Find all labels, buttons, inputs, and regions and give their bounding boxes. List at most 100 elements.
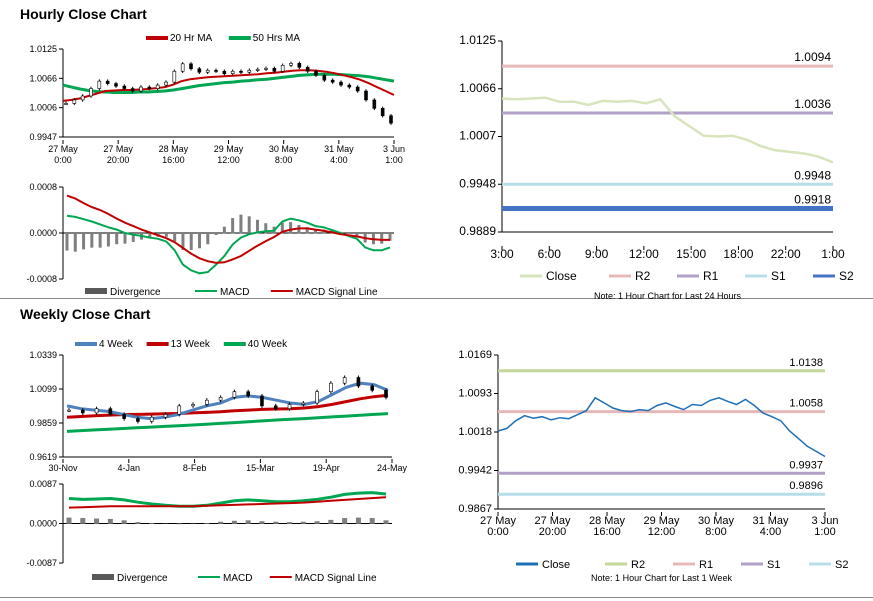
- hourly-macd-divergence-bar: [115, 233, 119, 245]
- weekly-levels-y-tick-label: 1.0169: [458, 349, 492, 361]
- weekly-levels-x-tick-label: 12:00: [648, 526, 676, 538]
- weekly-price-candle-body: [122, 414, 126, 419]
- hourly-levels-x-tick-label: 6:00: [538, 247, 562, 261]
- weekly-price-legend-label: 13 Week: [171, 339, 211, 350]
- hourly-macd-divergence-bar: [247, 216, 251, 234]
- weekly-macd-divergence-bar: [135, 522, 141, 524]
- weekly-price-candle-body: [163, 414, 168, 418]
- hourly-macd-divergence-bar: [380, 233, 384, 244]
- weekly-levels-y-tick-label: 0.9942: [458, 465, 492, 477]
- weekly-levels-x-tick-label: 31 May: [752, 515, 789, 527]
- hourly-macd-y-tick-label: 0.0000: [29, 228, 57, 238]
- weekly-price-legend-label: 4 Week: [99, 339, 134, 350]
- weekly-levels-close-line: [497, 396, 826, 458]
- weekly-price-candle-body: [191, 404, 195, 407]
- hourly-macd-divergence-bar: [73, 233, 77, 252]
- weekly-macd-divergence-bar: [94, 518, 100, 524]
- weekly-levels-legend-label: R1: [699, 559, 713, 571]
- hourly-levels-x-tick-label: 12:00: [629, 247, 659, 261]
- hourly-macd-legend-label: MACD Signal Line: [296, 287, 378, 298]
- hourly-price-x-tick-label: 0:00: [54, 155, 72, 165]
- hourly-price-candle-body: [272, 67, 277, 72]
- hourly-price-candle-body: [347, 84, 352, 88]
- weekly-levels-x-tick-label: 27 May: [480, 515, 517, 527]
- weekly-macd-divergence-bar: [328, 519, 334, 524]
- weekly-price-x-tick-label: 8-Feb: [183, 463, 207, 473]
- hourly-macd-divergence-bar: [98, 233, 102, 248]
- weekly-price-y-tick-label: 1.0339: [29, 350, 57, 360]
- hourly-price-candle-body: [339, 81, 343, 86]
- hourly-price-y-tick-label: 1.0006: [29, 103, 57, 113]
- weekly-price-candle-body: [94, 408, 99, 414]
- weekly-levels-label-s1: 0.9937: [789, 459, 823, 471]
- hourly-macd-legend-swatch: [85, 288, 107, 294]
- hourly-macd-divergence-bar: [131, 233, 135, 242]
- hourly-macd-divergence-bar: [198, 233, 202, 249]
- hourly-price-candle-body: [305, 66, 310, 72]
- weekly-macd-line: [68, 491, 387, 508]
- hourly-price-x-tick-label: 30 May: [269, 144, 299, 154]
- hourly-macd-divergence-bar: [106, 233, 110, 247]
- hourly-price-candle-body: [189, 63, 193, 70]
- hourly-price-x-tick-label: 1:00: [385, 155, 403, 165]
- hourly-levels-x-tick-label: 9:00: [585, 247, 609, 261]
- hourly-price-y-tick-label: 1.0066: [29, 73, 57, 83]
- hourly-price-candle-body: [105, 80, 110, 84]
- weekly-price-x-tick-label: 15-Mar: [246, 463, 275, 473]
- hourly-price-candle-body: [139, 86, 143, 92]
- hourly-macd-y-tick-label: 0.0008: [29, 182, 57, 192]
- hourly-price-candle-body: [89, 88, 93, 97]
- hourly-price-x-tick-label: 27 May: [103, 144, 133, 154]
- hourly-price-candle-body: [322, 74, 327, 81]
- weekly-price-candle-body: [80, 409, 85, 414]
- hourly-levels-note: Note: 1 Hour Chart for Last 24 Hours: [594, 291, 742, 301]
- weekly-macd-signal-line: [68, 496, 387, 509]
- hourly-price-candle-body: [372, 99, 377, 109]
- hourly-macd-divergence-bar: [148, 233, 152, 239]
- hourly-price-x-tick-label: 8:00: [275, 155, 293, 165]
- weekly-price-legend-label: 40 Week: [248, 339, 288, 350]
- weekly-levels-x-tick-label: 16:00: [593, 526, 621, 538]
- hourly-macd-divergence-bar: [82, 233, 86, 250]
- weekly-price-x-tick-label: 4-Jan: [118, 463, 141, 473]
- weekly-levels-x-tick-label: 0:00: [487, 526, 508, 538]
- hourly-levels-legend-label: S1: [771, 269, 786, 283]
- hourly-price-candle-body: [172, 70, 177, 83]
- hourly-macd-divergence-bar: [305, 227, 309, 234]
- weekly-levels-label-r1: 1.0058: [789, 398, 823, 410]
- hourly-price-candle-body: [197, 68, 202, 73]
- weekly-price-candle-body: [136, 418, 140, 422]
- bottom-divider: [0, 597, 873, 598]
- hourly-price-candle-body: [122, 85, 127, 89]
- hourly-price-candle-body: [364, 90, 368, 101]
- hourly-price-candle-body: [180, 63, 185, 72]
- hourly-levels-x-tick-label: 1:00: [821, 247, 845, 261]
- weekly-macd-legend-label: MACD Signal Line: [295, 573, 377, 584]
- hourly-levels-y-tick-label: 0.9948: [459, 176, 496, 190]
- hourly-macd-signal-line: [66, 194, 390, 264]
- hourly-levels-label-r2: 1.0094: [794, 50, 831, 64]
- weekly-macd-divergence-bar: [176, 523, 182, 525]
- hourly-price-candle-body: [380, 108, 385, 117]
- weekly-levels-x-tick-label: 30 May: [698, 515, 735, 527]
- weekly-levels-x-tick-label: 28 May: [589, 515, 626, 527]
- weekly-levels-label-s2: 0.9896: [789, 480, 823, 492]
- hourly-price-candle-body: [230, 70, 235, 75]
- weekly-levels-x-tick-label: 4:00: [760, 526, 781, 538]
- weekly-macd-divergence-bar: [231, 520, 237, 524]
- weekly-levels-label-r2: 1.0138: [789, 357, 823, 369]
- hourly-levels-label-s1: 0.9948: [794, 168, 831, 182]
- weekly-macd-divergence-bar: [383, 520, 389, 524]
- hourly-levels-x-tick-label: 3:00: [490, 247, 514, 261]
- hourly-price-y-tick-label: 0.9947: [29, 132, 57, 142]
- hourly-levels-label-r1: 1.0036: [794, 97, 831, 111]
- weekly-macd-divergence-bar: [314, 521, 320, 524]
- weekly-price-candle-body: [301, 402, 306, 405]
- weekly-macd-divergence-bar: [121, 520, 127, 524]
- weekly-40wk-line: [66, 412, 389, 433]
- weekly-price-candle-body: [177, 405, 182, 415]
- weekly-4wk-line: [66, 381, 389, 421]
- weekly-levels-y-tick-label: 1.0018: [458, 426, 492, 438]
- weekly-levels-x-tick-label: 27 May: [534, 515, 571, 527]
- hourly-price-candle-body: [64, 103, 68, 105]
